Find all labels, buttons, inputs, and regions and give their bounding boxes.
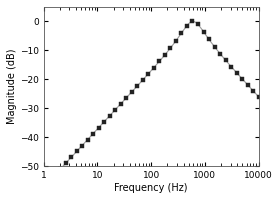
Y-axis label: Magnitude (dB): Magnitude (dB)	[7, 49, 17, 124]
X-axis label: Frequency (Hz): Frequency (Hz)	[115, 183, 188, 193]
